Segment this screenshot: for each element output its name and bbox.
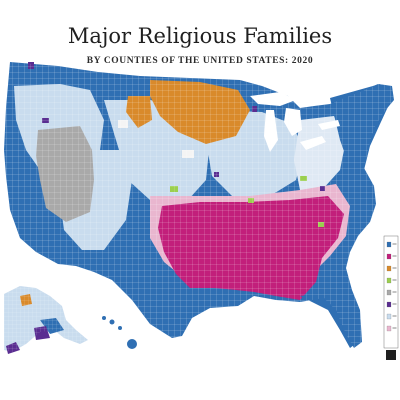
legend-text-line	[392, 279, 397, 281]
legend-text-line	[392, 291, 397, 293]
legend-text-line	[392, 255, 397, 257]
county-grid-overlay	[4, 62, 394, 348]
legend-swatch-pentecostal	[386, 301, 392, 308]
legend-text-line	[392, 243, 397, 245]
legend-text-line	[392, 267, 397, 269]
legend-swatch-methodist	[386, 277, 392, 284]
legend-swatch-catholic_light	[386, 313, 392, 320]
legend-logo	[386, 350, 396, 360]
lake-erie	[300, 136, 326, 150]
legend-text-line	[392, 303, 397, 305]
lake-ontario	[318, 120, 340, 130]
legend-swatch-baptist_light	[386, 325, 392, 332]
legend	[383, 235, 399, 360]
legend-swatch-mormon	[386, 289, 392, 296]
map-subtitle: BY COUNTIES OF THE UNITED STATES: 2020	[86, 56, 314, 66]
hawaii-inset	[102, 316, 137, 349]
legend-swatch-catholic	[386, 241, 392, 248]
map-title: Major Religious Families	[67, 24, 333, 48]
legend-swatch-lutheran	[386, 265, 392, 272]
lake-huron	[284, 108, 302, 136]
lake-superior	[250, 92, 296, 106]
legend-text-line	[392, 315, 397, 317]
alaska-grid	[4, 286, 88, 352]
legend-text-line	[392, 327, 397, 329]
lake-michigan	[264, 110, 278, 152]
legend-swatch-baptist	[386, 253, 392, 260]
